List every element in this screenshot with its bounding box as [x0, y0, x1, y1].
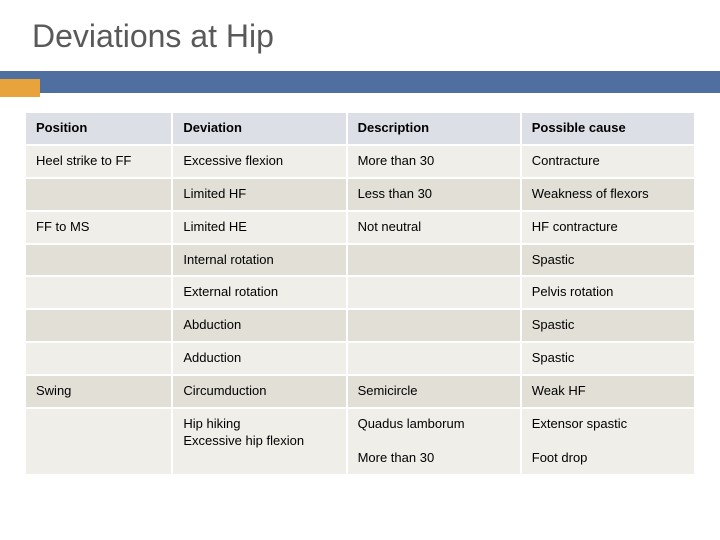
cell: Spastic	[521, 244, 695, 277]
accent-bar-orange	[0, 79, 40, 97]
cell: Less than 30	[347, 178, 521, 211]
cell	[25, 309, 172, 342]
cell: Spastic	[521, 342, 695, 375]
cell: Abduction	[172, 309, 346, 342]
cell: Weakness of flexors	[521, 178, 695, 211]
table-container: Position Deviation Description Possible …	[24, 111, 696, 476]
cell	[347, 276, 521, 309]
cell: External rotation	[172, 276, 346, 309]
cell: Quadus lamborum More than 30	[347, 408, 521, 475]
cell: Spastic	[521, 309, 695, 342]
col-header: Deviation	[172, 112, 346, 145]
cell: Limited HF	[172, 178, 346, 211]
cell: Hip hiking Excessive hip flexion	[172, 408, 346, 475]
cell: Circumduction	[172, 375, 346, 408]
col-header: Possible cause	[521, 112, 695, 145]
table-header-row: Position Deviation Description Possible …	[25, 112, 695, 145]
cell	[25, 342, 172, 375]
cell	[25, 408, 172, 475]
cell: Semicircle	[347, 375, 521, 408]
cell	[25, 276, 172, 309]
table-row: Heel strike to FF Excessive flexion More…	[25, 145, 695, 178]
table-row: Abduction Spastic	[25, 309, 695, 342]
cell: More than 30	[347, 145, 521, 178]
accent-bar	[0, 71, 720, 99]
deviations-table: Position Deviation Description Possible …	[24, 111, 696, 476]
table-row: Hip hiking Excessive hip flexion Quadus …	[25, 408, 695, 475]
cell: FF to MS	[25, 211, 172, 244]
cell	[347, 342, 521, 375]
cell	[25, 244, 172, 277]
cell	[347, 244, 521, 277]
cell: Not neutral	[347, 211, 521, 244]
cell: Pelvis rotation	[521, 276, 695, 309]
table-row: Limited HF Less than 30 Weakness of flex…	[25, 178, 695, 211]
col-header: Description	[347, 112, 521, 145]
table-row: Swing Circumduction Semicircle Weak HF	[25, 375, 695, 408]
cell: Heel strike to FF	[25, 145, 172, 178]
table-row: FF to MS Limited HE Not neutral HF contr…	[25, 211, 695, 244]
cell: Contracture	[521, 145, 695, 178]
cell: Limited HE	[172, 211, 346, 244]
page-title: Deviations at Hip	[0, 0, 720, 55]
accent-bar-blue	[0, 71, 720, 93]
table-row: Internal rotation Spastic	[25, 244, 695, 277]
table-row: External rotation Pelvis rotation	[25, 276, 695, 309]
cell: Extensor spastic Foot drop	[521, 408, 695, 475]
cell: Excessive flexion	[172, 145, 346, 178]
cell	[347, 309, 521, 342]
slide: Deviations at Hip Position Deviation Des…	[0, 0, 720, 540]
cell: Swing	[25, 375, 172, 408]
table-body: Heel strike to FF Excessive flexion More…	[25, 145, 695, 475]
cell: Adduction	[172, 342, 346, 375]
cell: HF contracture	[521, 211, 695, 244]
cell: Weak HF	[521, 375, 695, 408]
cell: Internal rotation	[172, 244, 346, 277]
table-row: Adduction Spastic	[25, 342, 695, 375]
cell	[25, 178, 172, 211]
col-header: Position	[25, 112, 172, 145]
